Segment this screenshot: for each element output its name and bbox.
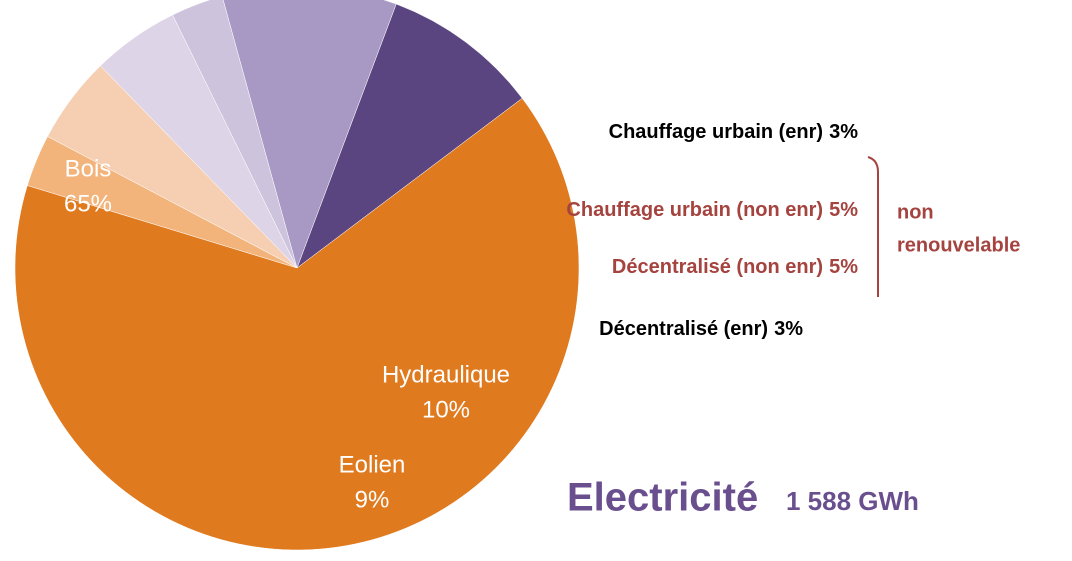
- pie-slice: [296, 3, 523, 269]
- slice-value: 5%: [829, 199, 858, 221]
- slice-label: Bois: [65, 155, 112, 182]
- slice-value: 5%: [829, 256, 858, 278]
- slice-label: Hydraulique: [382, 361, 510, 388]
- chart-title: Electricité: [567, 476, 758, 520]
- slice-value: 3%: [774, 318, 803, 340]
- slice-label: Décentralisé (non enr) 5%: [612, 256, 858, 278]
- slice-label: Chauffage urbain (non enr) 5%: [566, 199, 858, 221]
- annotation: non: [897, 201, 934, 223]
- slice-value: 9%: [355, 486, 390, 513]
- slice-name: Décentralisé (enr): [599, 318, 768, 340]
- slice-label: Eolien: [339, 451, 406, 478]
- slice-value: 65%: [64, 190, 112, 217]
- slice-label: Chauffage urbain (enr) 3%: [609, 121, 859, 143]
- slice-name: Chauffage urbain (enr): [609, 121, 823, 143]
- slice-value: 10%: [422, 396, 470, 423]
- pie-slice: [14, 97, 580, 551]
- pie-slice: [222, 0, 397, 269]
- slice-name: Chauffage urbain (non enr): [566, 199, 823, 221]
- slice-value: 3%: [829, 121, 858, 143]
- slice-name: Décentralisé (non enr): [612, 256, 823, 278]
- bracket: [867, 156, 879, 297]
- annotation: renouvelable: [897, 234, 1020, 256]
- chart-subtitle: 1 588 GWh: [786, 486, 919, 516]
- slice-label: Décentralisé (enr) 3%: [599, 318, 803, 340]
